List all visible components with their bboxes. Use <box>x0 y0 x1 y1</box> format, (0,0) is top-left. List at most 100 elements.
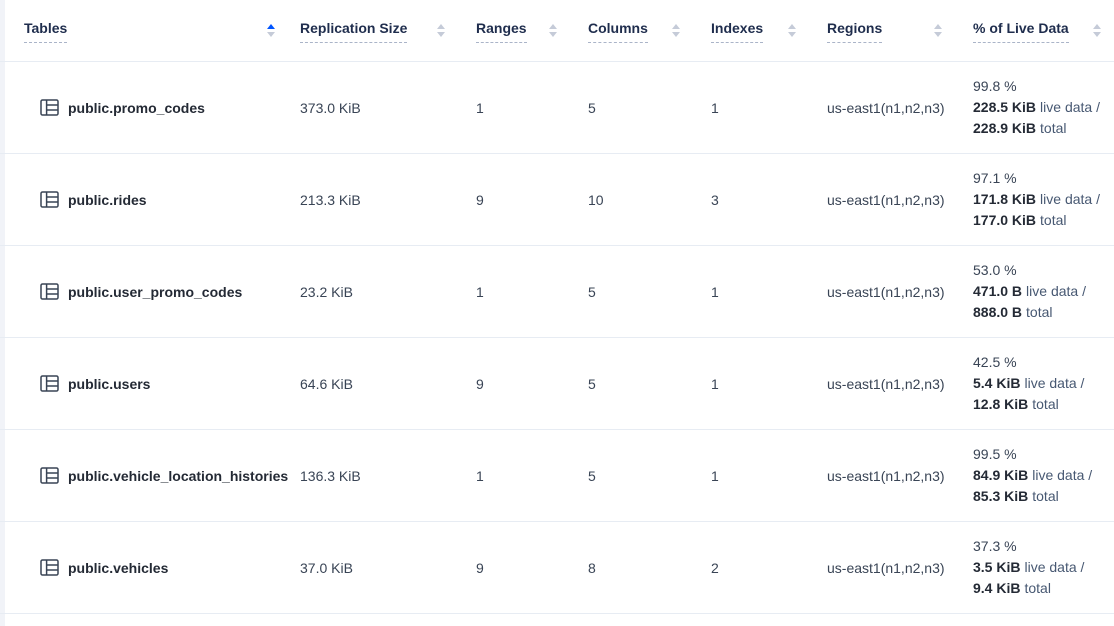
columns-value: 8 <box>588 559 596 576</box>
replication-size-value: 373.0 KiB <box>300 99 361 116</box>
column-label: Ranges <box>476 19 527 43</box>
table-row[interactable]: public.vehicle_location_histories 136.3 … <box>0 430 1114 522</box>
live-data-value: 471.0 B <box>973 283 1023 299</box>
column-label: Tables <box>24 19 68 43</box>
column-header-ranges[interactable]: Ranges <box>476 0 588 61</box>
total-data-value: 9.4 KiB <box>973 580 1021 596</box>
table-name: public.users <box>68 375 151 392</box>
regions-value: us-east1(n1,n2,n3) <box>827 99 945 116</box>
total-data-label: total <box>1032 488 1059 504</box>
live-data-percent: 37.3 % <box>973 538 1017 554</box>
table-row[interactable]: public.rides 213.3 KiB 9 10 3 us-east1(n… <box>0 154 1114 246</box>
sort-carets-icon[interactable] <box>672 24 681 37</box>
live-data-percent: 99.5 % <box>973 446 1017 462</box>
live-data-cell: 37.3 % 3.5 KiB live data / 9.4 KiB total <box>973 536 1114 599</box>
table-row[interactable]: public.users 64.6 KiB 9 5 1 us-east1(n1,… <box>0 338 1114 430</box>
sort-carets-icon[interactable] <box>437 24 446 37</box>
sort-carets-icon[interactable] <box>549 24 558 37</box>
indexes-value: 1 <box>711 283 719 300</box>
indexes-value: 1 <box>711 467 719 484</box>
table-icon <box>40 375 59 392</box>
table-name: public.user_promo_codes <box>68 283 243 300</box>
total-data-value: 177.0 KiB <box>973 212 1037 228</box>
table-row[interactable]: public.vehicles 37.0 KiB 9 8 2 us-east1(… <box>0 522 1114 614</box>
live-data-percent: 99.8 % <box>973 78 1017 94</box>
live-data-value: 228.5 KiB <box>973 99 1037 115</box>
live-data-label: live data / <box>1024 559 1085 575</box>
column-header-columns[interactable]: Columns <box>588 0 711 61</box>
ranges-value: 9 <box>476 559 484 576</box>
live-data-value: 84.9 KiB <box>973 467 1029 483</box>
columns-value: 5 <box>588 467 596 484</box>
total-data-label: total <box>1032 396 1059 412</box>
total-data-value: 85.3 KiB <box>973 488 1029 504</box>
live-data-cell: 99.5 % 84.9 KiB live data / 85.3 KiB total <box>973 444 1114 507</box>
table-name: public.vehicle_location_histories <box>68 467 289 484</box>
column-header-regions[interactable]: Regions <box>827 0 973 61</box>
replication-size-value: 23.2 KiB <box>300 283 353 300</box>
column-label: % of Live Data <box>973 19 1069 43</box>
ranges-value: 1 <box>476 467 484 484</box>
columns-value: 10 <box>588 191 604 208</box>
total-data-value: 228.9 KiB <box>973 120 1037 136</box>
live-data-value: 3.5 KiB <box>973 559 1021 575</box>
live-data-label: live data / <box>1026 283 1086 299</box>
live-data-value: 5.4 KiB <box>973 375 1021 391</box>
table-row[interactable]: public.user_promo_codes 23.2 KiB 1 5 1 u… <box>0 246 1114 338</box>
live-data-cell: 42.5 % 5.4 KiB live data / 12.8 KiB total <box>973 352 1114 415</box>
total-data-label: total <box>1040 120 1067 136</box>
table-header-row: Tables Replication Size Ranges Columns I… <box>0 0 1114 62</box>
sort-carets-icon[interactable] <box>267 24 276 37</box>
table-name: public.vehicles <box>68 559 169 576</box>
total-data-value: 888.0 B <box>973 304 1023 320</box>
columns-value: 5 <box>588 283 596 300</box>
replication-size-value: 37.0 KiB <box>300 559 353 576</box>
table-row[interactable]: public.promo_codes 373.0 KiB 1 5 1 us-ea… <box>0 62 1114 154</box>
table-icon <box>40 559 59 576</box>
indexes-value: 1 <box>711 99 719 116</box>
table-name: public.rides <box>68 191 147 208</box>
regions-value: us-east1(n1,n2,n3) <box>827 191 945 208</box>
live-data-cell: 99.8 % 228.5 KiB live data / 228.9 KiB tot… <box>973 76 1114 139</box>
table-icon <box>40 99 59 116</box>
column-header-indexes[interactable]: Indexes <box>711 0 827 61</box>
replication-size-value: 213.3 KiB <box>300 191 361 208</box>
live-data-label: live data / <box>1040 99 1100 115</box>
table-icon <box>40 467 59 484</box>
live-data-percent: 42.5 % <box>973 354 1017 370</box>
replication-size-value: 64.6 KiB <box>300 375 353 392</box>
regions-value: us-east1(n1,n2,n3) <box>827 283 945 300</box>
sort-carets-icon[interactable] <box>788 24 797 37</box>
regions-value: us-east1(n1,n2,n3) <box>827 559 945 576</box>
columns-value: 5 <box>588 99 596 116</box>
column-label: Indexes <box>711 19 764 43</box>
live-data-percent: 97.1 % <box>973 170 1017 186</box>
sort-carets-icon[interactable] <box>934 24 943 37</box>
table-icon <box>40 191 59 208</box>
page-left-gutter <box>0 0 5 626</box>
live-data-label: live data / <box>1024 375 1085 391</box>
live-data-cell: 97.1 % 171.8 KiB live data / 177.0 KiB tot… <box>973 168 1114 231</box>
ranges-value: 1 <box>476 283 484 300</box>
indexes-value: 2 <box>711 559 719 576</box>
total-data-label: total <box>1024 580 1051 596</box>
live-data-label: live data / <box>1040 191 1100 207</box>
ranges-value: 9 <box>476 191 484 208</box>
columns-value: 5 <box>588 375 596 392</box>
table-name: public.promo_codes <box>68 99 205 116</box>
ranges-value: 1 <box>476 99 484 116</box>
table-icon <box>40 283 59 300</box>
column-label: Regions <box>827 19 883 43</box>
column-header-live-data[interactable]: % of Live Data <box>973 0 1114 61</box>
indexes-value: 3 <box>711 191 719 208</box>
live-data-label: live data / <box>1032 467 1093 483</box>
indexes-value: 1 <box>711 375 719 392</box>
column-header-replication-size[interactable]: Replication Size <box>300 0 476 61</box>
column-header-tables[interactable]: Tables <box>24 0 300 61</box>
ranges-value: 9 <box>476 375 484 392</box>
sort-carets-icon[interactable] <box>1093 24 1102 37</box>
regions-value: us-east1(n1,n2,n3) <box>827 375 945 392</box>
total-data-label: total <box>1026 304 1053 320</box>
